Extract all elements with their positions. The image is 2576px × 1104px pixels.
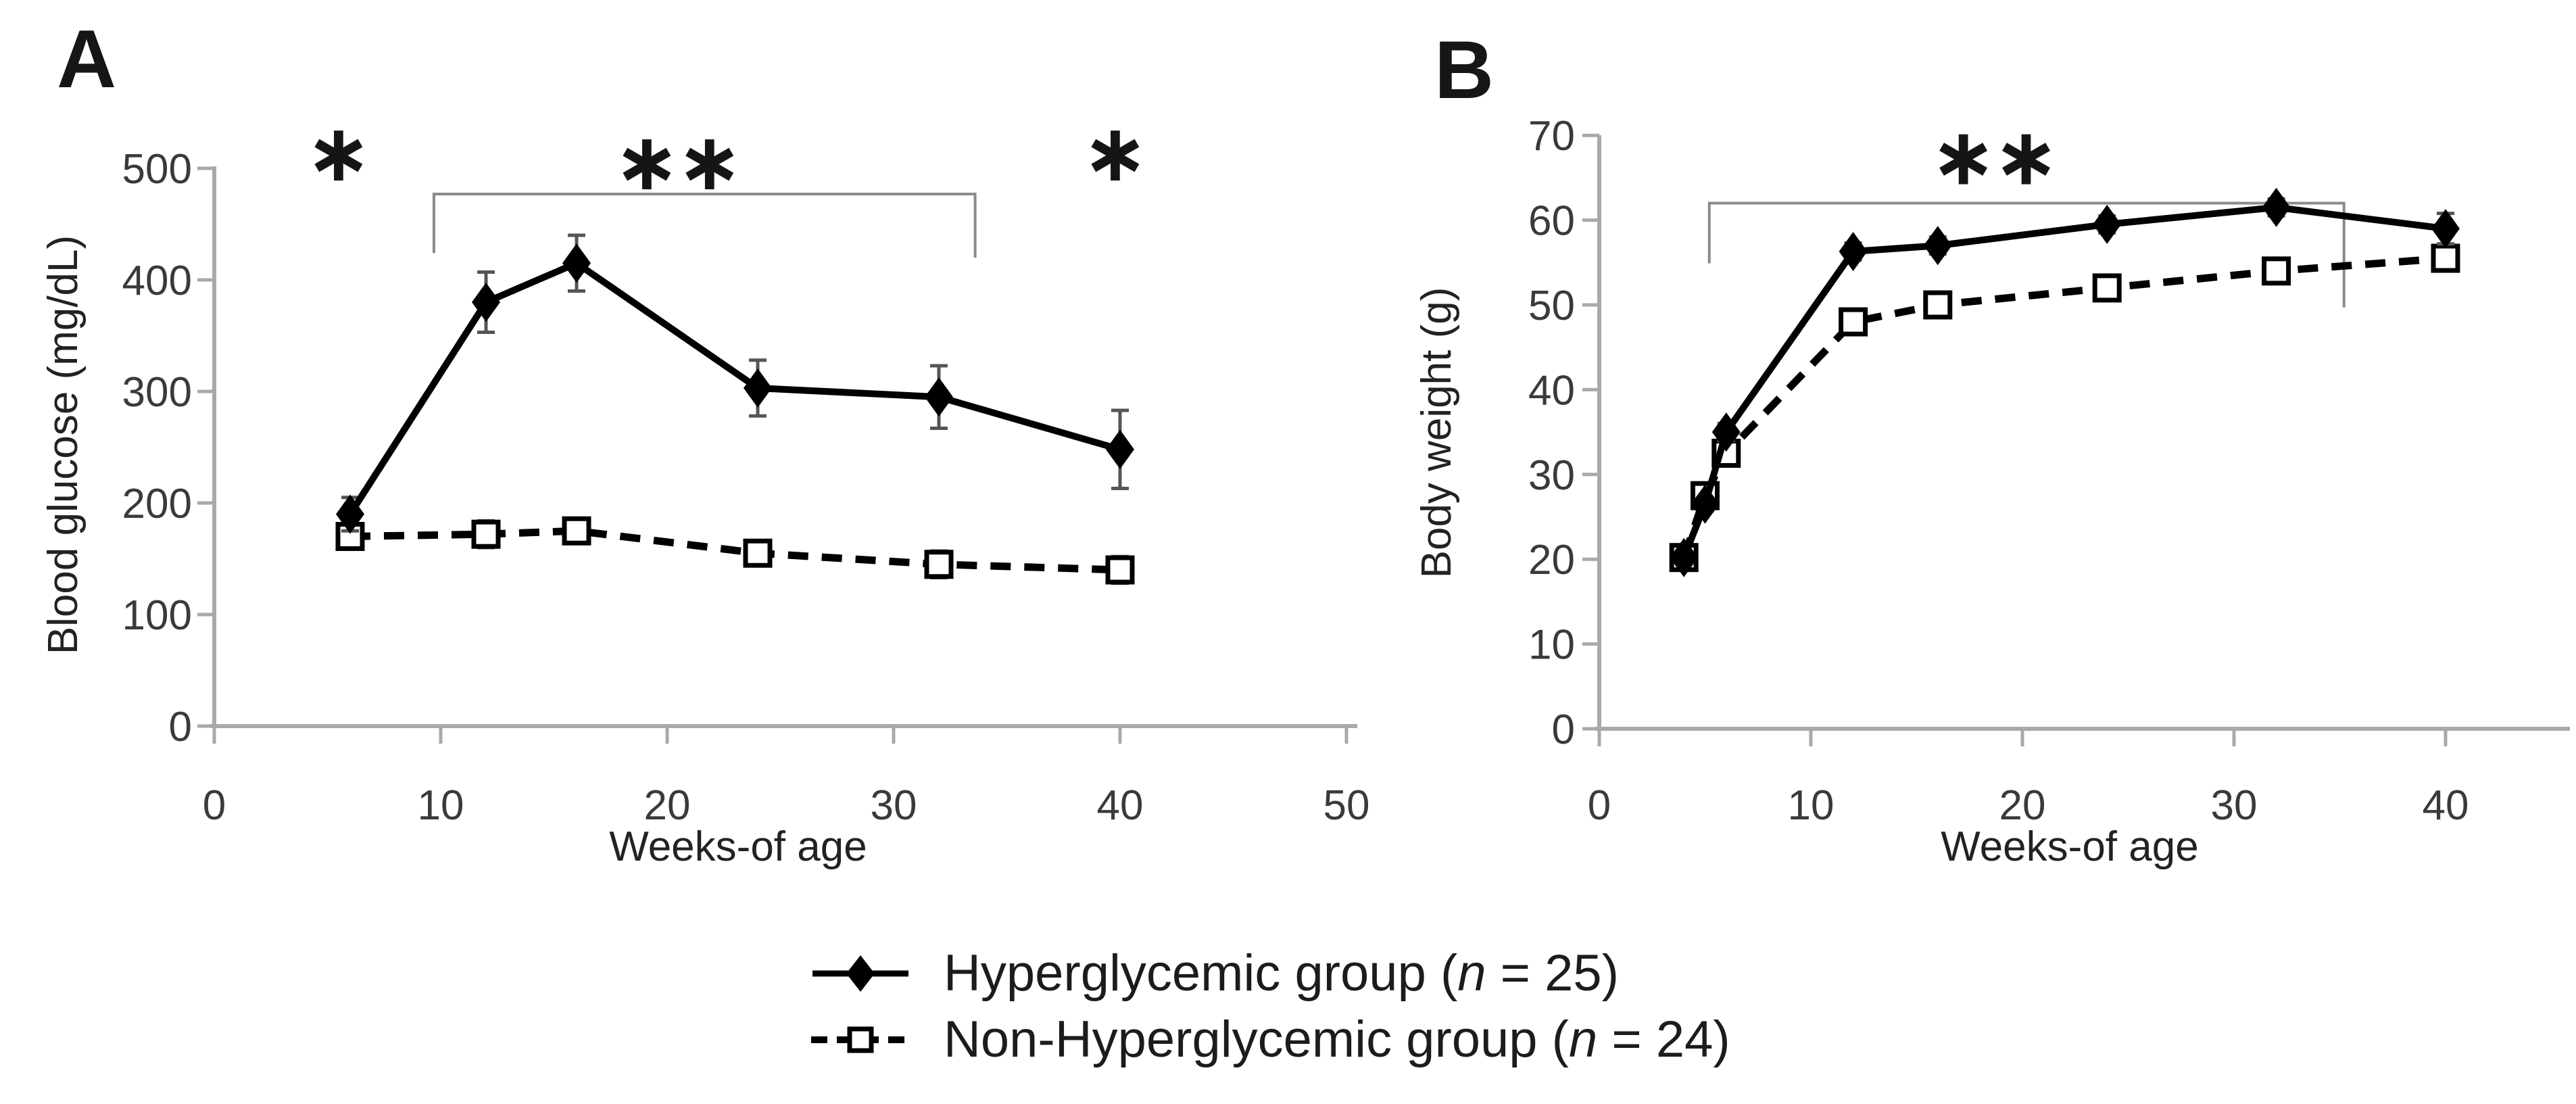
filled-diamond-solid-line-icon xyxy=(812,955,908,992)
panel-b-label: B xyxy=(1434,24,1494,116)
significance-asterisk: ∗ xyxy=(1082,106,1145,199)
legend-item-hyperglycemic: Hyperglycemic group (n = 25) xyxy=(810,948,1730,999)
data-point-square xyxy=(924,550,954,579)
significance-asterisk: ∗ xyxy=(305,106,368,199)
data-point-diamond xyxy=(472,283,500,322)
data-point-diamond xyxy=(2262,187,2291,227)
x-tick-label: 40 xyxy=(1097,782,1144,829)
significance-asterisk: ∗∗ xyxy=(614,115,739,208)
x-tick-label: 30 xyxy=(2211,782,2258,829)
series-line-hyperglycemic xyxy=(347,259,1121,517)
y-tick-label: 10 xyxy=(1528,622,1575,669)
data-point-diamond xyxy=(1839,231,1868,271)
series-line-non-hyperglycemic xyxy=(349,527,1121,574)
significance-bracket xyxy=(432,192,977,258)
data-point-diamond xyxy=(744,368,772,408)
data-point-diamond xyxy=(2093,204,2122,244)
y-tick-label: 30 xyxy=(1528,452,1575,499)
y-tick-label: 400 xyxy=(122,258,192,304)
x-tick-label: 30 xyxy=(871,782,917,829)
data-point-diamond xyxy=(1670,537,1699,577)
y-tick-label: 300 xyxy=(122,369,192,416)
x-tick-label: 50 xyxy=(1323,782,1370,829)
y-tick-label: 40 xyxy=(1528,367,1575,414)
data-point-diamond xyxy=(1711,412,1741,452)
significance-bracket xyxy=(1707,201,2346,308)
data-point-square xyxy=(1923,290,1953,320)
open-square-dashed-line-icon xyxy=(811,1026,910,1053)
data-point-diamond xyxy=(1691,484,1720,524)
legend-item-non-hyperglycemic: Non-Hyperglycemic group (n = 24) xyxy=(810,1014,1730,1065)
data-point-diamond xyxy=(2431,209,2460,249)
data-point-diamond xyxy=(1106,429,1134,469)
x-tick-label: 40 xyxy=(2423,782,2469,829)
data-point-square xyxy=(562,516,591,546)
panel-a-x-axis-title: Weeks-of age xyxy=(609,823,867,870)
panel-b-y-axis-title: Body weight (g) xyxy=(1413,287,1460,579)
x-tick-label: 20 xyxy=(1999,782,2046,829)
x-tick-label: 20 xyxy=(644,782,691,829)
data-point-diamond xyxy=(562,243,591,283)
y-tick-label: 100 xyxy=(122,592,192,639)
data-point-square xyxy=(2092,273,2122,303)
y-tick-label: 20 xyxy=(1528,537,1575,583)
y-tick-label: 60 xyxy=(1528,198,1575,245)
panel-a-label: A xyxy=(57,13,117,105)
data-point-diamond xyxy=(1923,226,1952,266)
legend-label-hyperglycemic: Hyperglycemic group (n = 25) xyxy=(944,944,1620,1002)
data-point-diamond xyxy=(336,494,364,534)
data-point-square xyxy=(2431,243,2460,273)
y-tick-label: 0 xyxy=(169,704,192,750)
data-point-square xyxy=(2262,256,2291,286)
panel-b-x-axis-title: Weeks-of age xyxy=(1941,823,2199,870)
panel-a-y-axis-title: Blood glucose (mg/dL) xyxy=(40,235,87,655)
y-tick-label: 50 xyxy=(1528,283,1575,329)
y-tick-label: 0 xyxy=(1552,706,1575,753)
data-point-diamond xyxy=(925,377,953,417)
series-line-non-hyperglycemic xyxy=(1680,254,2446,559)
data-point-square xyxy=(1839,307,1868,337)
legend-label-non-hyperglycemic: Non-Hyperglycemic group (n = 24) xyxy=(944,1011,1730,1068)
data-point-square xyxy=(471,519,501,549)
y-tick-label: 500 xyxy=(122,146,192,193)
x-tick-label: 10 xyxy=(418,782,464,829)
y-tick-label: 200 xyxy=(122,481,192,527)
data-point-square xyxy=(1105,555,1135,585)
y-tick-label: 70 xyxy=(1528,113,1575,160)
x-tick-label: 0 xyxy=(203,782,226,829)
data-point-square xyxy=(743,538,773,568)
x-tick-label: 0 xyxy=(1588,782,1611,829)
x-tick-label: 10 xyxy=(1788,782,1834,829)
legend: Hyperglycemic group (n = 25) Non-Hypergl… xyxy=(810,948,1730,1065)
significance-asterisk: ∗∗ xyxy=(1930,110,2056,203)
